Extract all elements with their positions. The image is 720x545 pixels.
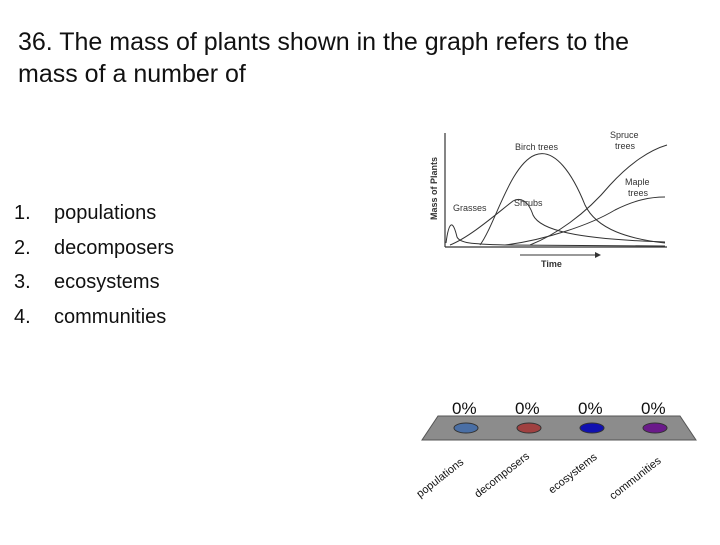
- option-label: decomposers: [54, 236, 175, 259]
- succession-graph-svg: Mass of Plants Time Grasses Shrubs Birch…: [429, 130, 668, 269]
- poll-bar-top: [453, 422, 479, 434]
- shrubs-label: Shrubs: [514, 198, 543, 208]
- poll-label: communities: [607, 455, 663, 503]
- shrubs-curve: [449, 198, 666, 246]
- succession-graph: Mass of Plants Time Grasses Shrubs Birch…: [425, 125, 670, 270]
- option-1[interactable]: 1. populations: [14, 196, 174, 231]
- poll-label: populations: [414, 456, 466, 500]
- maple-label-2: trees: [628, 188, 649, 198]
- spruce-label-1: Spruce: [610, 130, 639, 140]
- poll-bar-top: [642, 422, 668, 434]
- option-4[interactable]: 4. communities: [14, 300, 174, 335]
- poll-bar-1: 0% populations: [414, 399, 479, 500]
- option-label: communities: [54, 305, 167, 328]
- option-number: 1.: [14, 202, 31, 224]
- poll-chart-svg: 0% populations 0% decomposers 0% ecosyst…: [414, 399, 697, 503]
- maple-label-1: Maple: [625, 177, 650, 187]
- question-line-1: 36. The mass of plants shown in the grap…: [18, 28, 629, 56]
- option-3[interactable]: 3. ecosystems: [14, 265, 174, 300]
- option-number: 3.: [14, 271, 31, 293]
- poll-bar-3: 0% ecosystems: [546, 399, 605, 497]
- poll-percent: 0%: [578, 399, 603, 418]
- question-text: 36. The mass of plants shown in the grap…: [18, 26, 698, 90]
- poll-bar-2: 0% decomposers: [472, 399, 542, 500]
- answer-options: 1. populations 2. decomposers 3. ecosystems…: [14, 196, 174, 334]
- spruce-label-2: trees: [615, 141, 636, 151]
- poll-percent: 0%: [641, 399, 666, 418]
- x-axis-label: Time: [541, 259, 562, 269]
- poll-results: 0% populations 0% decomposers 0% ecosyst…: [400, 390, 710, 540]
- question-line-2: mass of a number of: [18, 60, 246, 88]
- grasses-curve: [445, 224, 666, 247]
- poll-label: ecosystems: [546, 451, 600, 497]
- option-number: 4.: [14, 305, 31, 328]
- option-2[interactable]: 2. decomposers: [14, 231, 174, 266]
- poll-bar-4: 0% communities: [607, 399, 668, 503]
- birch-label: Birch trees: [515, 142, 559, 152]
- option-label: ecosystems: [54, 271, 160, 293]
- option-number: 2.: [14, 236, 31, 259]
- poll-platform: [421, 415, 697, 441]
- grasses-label: Grasses: [453, 203, 487, 213]
- poll-percent: 0%: [515, 399, 540, 418]
- maple-curve: [504, 196, 666, 246]
- poll-percent: 0%: [452, 399, 477, 418]
- poll-label: decomposers: [472, 450, 532, 500]
- y-axis-label: Mass of Plants: [429, 157, 439, 220]
- spruce-curve: [529, 144, 668, 246]
- birch-curve: [479, 153, 666, 246]
- time-arrow-head: [595, 252, 601, 258]
- poll-bar-top: [516, 422, 542, 434]
- poll-bar-top: [579, 422, 605, 434]
- option-label: populations: [54, 202, 157, 224]
